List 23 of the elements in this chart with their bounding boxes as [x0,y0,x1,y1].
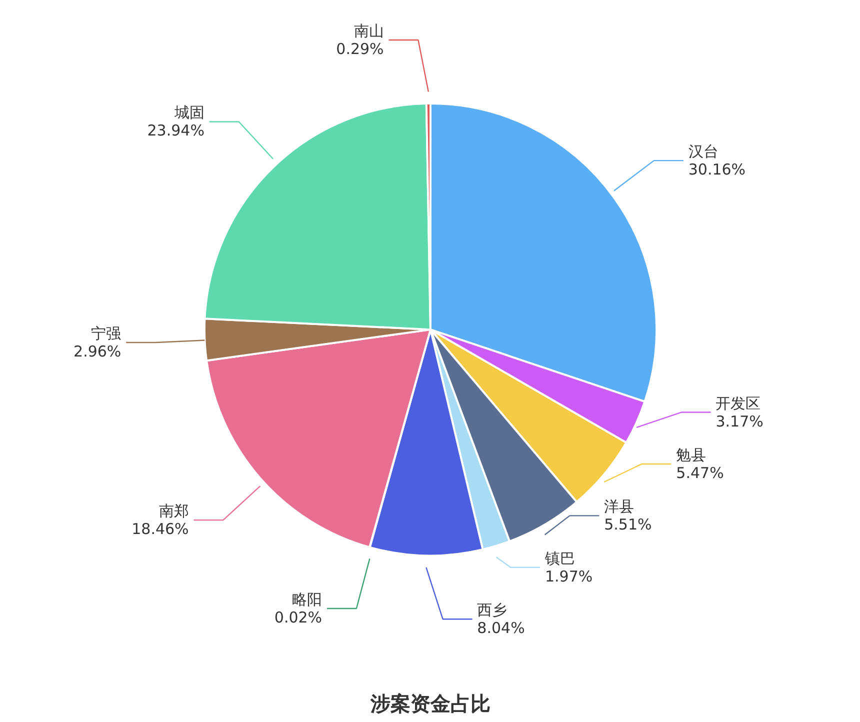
slice-label: 南郑 [158,502,189,520]
data-label: 5.47% [676,464,724,482]
data-label: 2.96% [74,342,122,361]
slice-label: 开发区 [716,394,761,412]
data-label: 8.04% [477,619,525,638]
slice-label: 勉县 [676,446,706,464]
data-label: 1.97% [545,567,593,586]
data-label: 23.94% [147,122,204,140]
slice-label: 略阳 [292,590,322,608]
data-label: 0.02% [274,608,322,626]
slice-label: 城固 [173,104,204,122]
slice-label: 西乡 [477,601,508,620]
slice-label: 汉台 [688,142,718,161]
data-label: 0.29% [336,40,384,58]
text: 涉案资金占比 [370,692,490,716]
slice-label: 宁强 [91,324,122,343]
data-label: 30.16% [688,160,746,179]
data-label: 18.46% [132,520,189,538]
data-label: 5.51% [604,516,652,534]
slice-label: 南山 [354,22,384,40]
data-label: 3.17% [716,412,764,430]
slice-label: 镇巴 [544,549,575,568]
slice-label: 洋县 [604,498,634,516]
